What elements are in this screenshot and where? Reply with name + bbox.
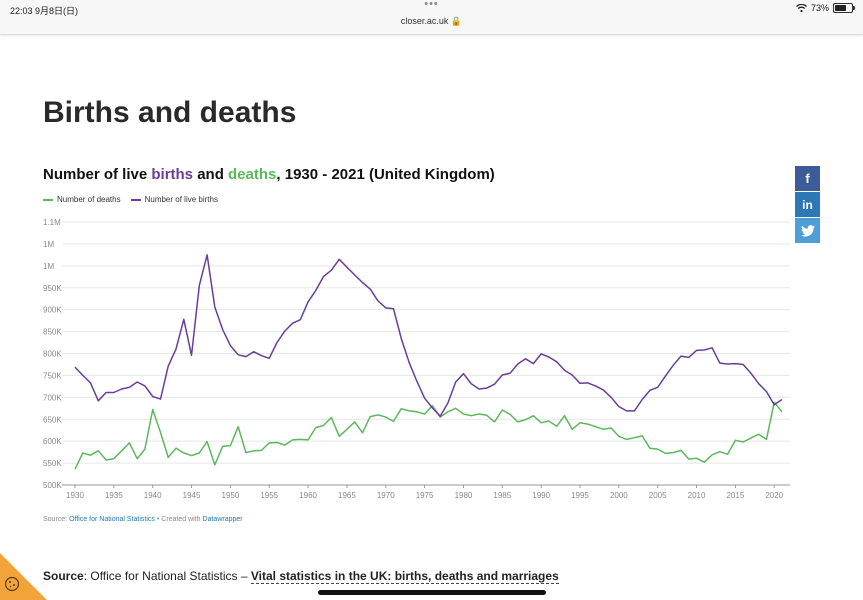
wifi-icon: [796, 4, 807, 12]
datawrapper-link[interactable]: Datawrapper: [202, 516, 243, 523]
footer-source-label: Source: [43, 569, 84, 583]
x-tick-label: 1975: [416, 491, 434, 500]
x-tick-label: 1960: [299, 491, 317, 500]
legend-swatch-births: [130, 198, 141, 201]
cookie-settings-button[interactable]: [0, 553, 47, 600]
x-tick-label: 1940: [144, 491, 162, 500]
x-tick-label: 2000: [610, 491, 628, 500]
x-tick-label: 1970: [377, 491, 395, 500]
y-tick-label: 1M: [43, 240, 54, 249]
facebook-icon: f: [805, 171, 810, 186]
home-indicator: [318, 590, 546, 595]
x-tick-label: 1995: [571, 491, 589, 500]
x-tick-label: 1980: [455, 491, 473, 500]
y-tick-label: 500K: [43, 481, 62, 490]
x-tick-label: 2015: [726, 491, 744, 500]
legend-label-births: Number of live births: [144, 195, 218, 204]
x-tick-label: 1985: [493, 491, 511, 500]
chart-legend: Number of deaths Number of live births: [43, 195, 218, 204]
address-bar[interactable]: closer.ac.uk 🔒: [400, 16, 463, 26]
chart-title-suffix: , 1930 - 2021 (United Kingdom): [276, 166, 495, 183]
y-tick-label: 650K: [43, 415, 62, 424]
y-tick-label: 800K: [43, 350, 62, 359]
page-title: Births and deaths: [43, 96, 297, 129]
y-tick-label: 750K: [43, 371, 62, 380]
battery-icon: [833, 3, 855, 13]
twitter-share-button[interactable]: [795, 218, 820, 243]
y-tick-label: 900K: [43, 306, 62, 315]
chart-title-prefix: Number of live: [43, 166, 152, 183]
cookie-icon[interactable]: [4, 576, 20, 592]
chart-title-and: and: [193, 166, 229, 183]
x-tick-label: 2005: [649, 491, 667, 500]
y-tick-label: 1.1M: [43, 218, 61, 227]
y-tick-label: 700K: [43, 393, 62, 402]
source-label: Source:: [43, 516, 70, 523]
legend-item-births: Number of live births: [130, 195, 218, 204]
x-tick-label: 1945: [183, 491, 201, 500]
footer-source-text: : Office for National Statistics –: [83, 569, 251, 583]
x-tick-label: 1990: [532, 491, 550, 500]
legend-item-deaths: Number of deaths: [43, 195, 121, 204]
y-tick-label: 950K: [43, 284, 62, 293]
footer-source: Source: Office for National Statistics –…: [43, 569, 559, 584]
status-bar: 22:03 9月8日(日) ••• closer.ac.uk 🔒 73%: [0, 0, 863, 35]
x-tick-label: 1965: [338, 491, 356, 500]
x-tick-label: 1935: [105, 491, 123, 500]
x-tick-label: 2020: [765, 491, 783, 500]
x-tick-label: 1955: [260, 491, 278, 500]
chart-title: Number of live births and deaths, 1930 -…: [43, 166, 495, 183]
legend-label-deaths: Number of deaths: [57, 195, 121, 204]
footer-source-link[interactable]: Vital statistics in the UK: births, deat…: [250, 569, 559, 584]
x-tick-label: 1950: [221, 491, 239, 500]
deaths-series-line: [74, 401, 783, 470]
x-tick-label: 2010: [688, 491, 706, 500]
y-tick-label: 550K: [43, 459, 62, 468]
created-with-label: • Created with: [154, 516, 203, 523]
line-chart: 500K 550K 600K 650K 700K 750K 800K 850K 900K 950K…: [43, 218, 790, 500]
chart-title-deaths: deaths: [228, 166, 277, 183]
y-tick-label: 850K: [43, 328, 62, 337]
linkedin-icon: in: [802, 197, 813, 212]
status-time: 22:03 9月8日(日): [10, 6, 79, 16]
legend-swatch-deaths: [43, 198, 53, 201]
tab-menu-dots[interactable]: •••: [424, 0, 439, 10]
chart-source-note: Source: Office for National Statistics •…: [43, 516, 243, 523]
linkedin-share-button[interactable]: in: [795, 192, 820, 217]
battery-percent: 73%: [810, 3, 829, 13]
y-tick-label: 600K: [43, 437, 62, 446]
facebook-share-button[interactable]: f: [795, 166, 820, 191]
x-tick-label: 1930: [66, 491, 84, 500]
births-series-line: [74, 254, 783, 417]
y-tick-label: 1M: [43, 262, 54, 271]
status-indicators: 73%: [796, 3, 855, 13]
source-link[interactable]: Office for National Statistics: [69, 516, 155, 523]
chart-title-births: births: [151, 166, 194, 183]
twitter-icon: [800, 224, 815, 237]
